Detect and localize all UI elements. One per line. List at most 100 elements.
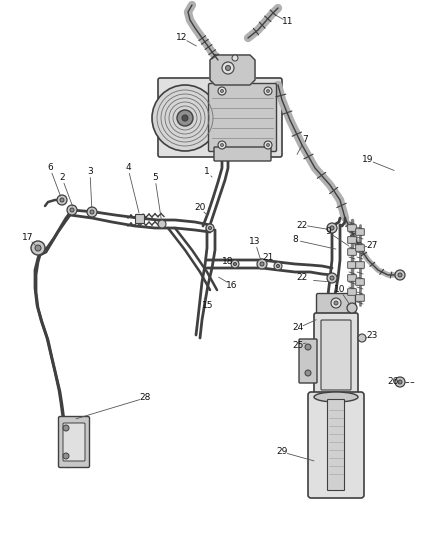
Circle shape (220, 90, 223, 93)
Circle shape (398, 380, 402, 384)
Text: 15: 15 (202, 301, 214, 310)
Text: 29: 29 (276, 448, 288, 456)
Circle shape (232, 55, 238, 61)
FancyBboxPatch shape (356, 295, 364, 301)
Circle shape (398, 273, 402, 277)
FancyBboxPatch shape (356, 262, 364, 268)
Circle shape (206, 224, 214, 232)
Text: 17: 17 (22, 233, 34, 243)
FancyBboxPatch shape (348, 249, 356, 255)
Circle shape (63, 453, 69, 459)
Text: 26: 26 (387, 377, 399, 386)
Circle shape (231, 260, 239, 268)
Text: 20: 20 (194, 204, 206, 213)
Text: 25: 25 (292, 341, 304, 350)
Circle shape (60, 198, 64, 202)
FancyBboxPatch shape (308, 392, 364, 498)
Text: 22: 22 (297, 273, 307, 282)
FancyBboxPatch shape (348, 262, 356, 268)
Text: 1: 1 (204, 167, 210, 176)
FancyBboxPatch shape (356, 229, 364, 235)
Text: 5: 5 (152, 174, 158, 182)
Circle shape (70, 208, 74, 212)
Circle shape (305, 370, 311, 376)
Circle shape (152, 85, 218, 151)
Circle shape (347, 303, 357, 313)
Circle shape (334, 301, 338, 305)
Ellipse shape (314, 392, 358, 402)
Text: 16: 16 (226, 280, 238, 289)
Text: 22: 22 (297, 221, 307, 230)
Text: 23: 23 (366, 330, 378, 340)
Circle shape (182, 115, 188, 121)
Circle shape (35, 245, 41, 251)
Text: 13: 13 (249, 238, 261, 246)
Circle shape (233, 262, 237, 265)
Text: 12: 12 (177, 34, 188, 43)
Text: 6: 6 (47, 164, 53, 173)
Text: 28: 28 (139, 393, 151, 402)
FancyBboxPatch shape (321, 320, 351, 390)
FancyBboxPatch shape (214, 147, 271, 161)
FancyBboxPatch shape (63, 423, 85, 461)
Circle shape (260, 262, 264, 266)
FancyBboxPatch shape (317, 294, 356, 319)
Circle shape (222, 62, 234, 74)
FancyBboxPatch shape (135, 214, 145, 223)
Text: 27: 27 (366, 240, 378, 249)
Circle shape (87, 207, 97, 217)
Text: 19: 19 (362, 156, 374, 165)
Circle shape (327, 223, 337, 233)
Circle shape (276, 264, 279, 268)
FancyBboxPatch shape (348, 225, 356, 231)
FancyBboxPatch shape (356, 279, 364, 285)
Circle shape (266, 90, 269, 93)
Circle shape (264, 87, 272, 95)
Circle shape (208, 227, 212, 230)
Text: 9: 9 (325, 228, 331, 237)
Circle shape (220, 143, 223, 147)
Text: 11: 11 (282, 18, 294, 27)
FancyBboxPatch shape (314, 313, 358, 397)
Circle shape (358, 334, 366, 342)
Text: 7: 7 (302, 135, 308, 144)
Circle shape (63, 425, 69, 431)
Polygon shape (210, 55, 255, 85)
Circle shape (90, 210, 94, 214)
Circle shape (305, 344, 311, 350)
FancyBboxPatch shape (348, 237, 356, 243)
Circle shape (330, 276, 334, 280)
FancyBboxPatch shape (208, 84, 276, 151)
Circle shape (67, 205, 77, 215)
Circle shape (274, 262, 282, 270)
Text: 4: 4 (125, 164, 131, 173)
Text: 2: 2 (59, 174, 65, 182)
Circle shape (330, 226, 334, 230)
Circle shape (226, 66, 230, 70)
FancyBboxPatch shape (348, 274, 356, 281)
Circle shape (327, 273, 337, 283)
Circle shape (57, 195, 67, 205)
FancyBboxPatch shape (348, 289, 356, 295)
FancyBboxPatch shape (356, 245, 364, 251)
Circle shape (31, 241, 45, 255)
Circle shape (395, 270, 405, 280)
Text: 18: 18 (222, 257, 234, 266)
Circle shape (264, 141, 272, 149)
FancyBboxPatch shape (59, 416, 89, 467)
Text: 8: 8 (292, 236, 298, 245)
Circle shape (266, 143, 269, 147)
Circle shape (218, 87, 226, 95)
Circle shape (158, 220, 166, 228)
Circle shape (331, 298, 341, 308)
FancyBboxPatch shape (328, 400, 345, 490)
Text: 10: 10 (334, 286, 346, 295)
Text: 21: 21 (262, 254, 274, 262)
Circle shape (218, 141, 226, 149)
Circle shape (257, 259, 267, 269)
Circle shape (177, 110, 193, 126)
FancyBboxPatch shape (158, 78, 282, 157)
Text: 24: 24 (293, 324, 304, 333)
Circle shape (395, 377, 405, 387)
FancyBboxPatch shape (299, 339, 317, 383)
